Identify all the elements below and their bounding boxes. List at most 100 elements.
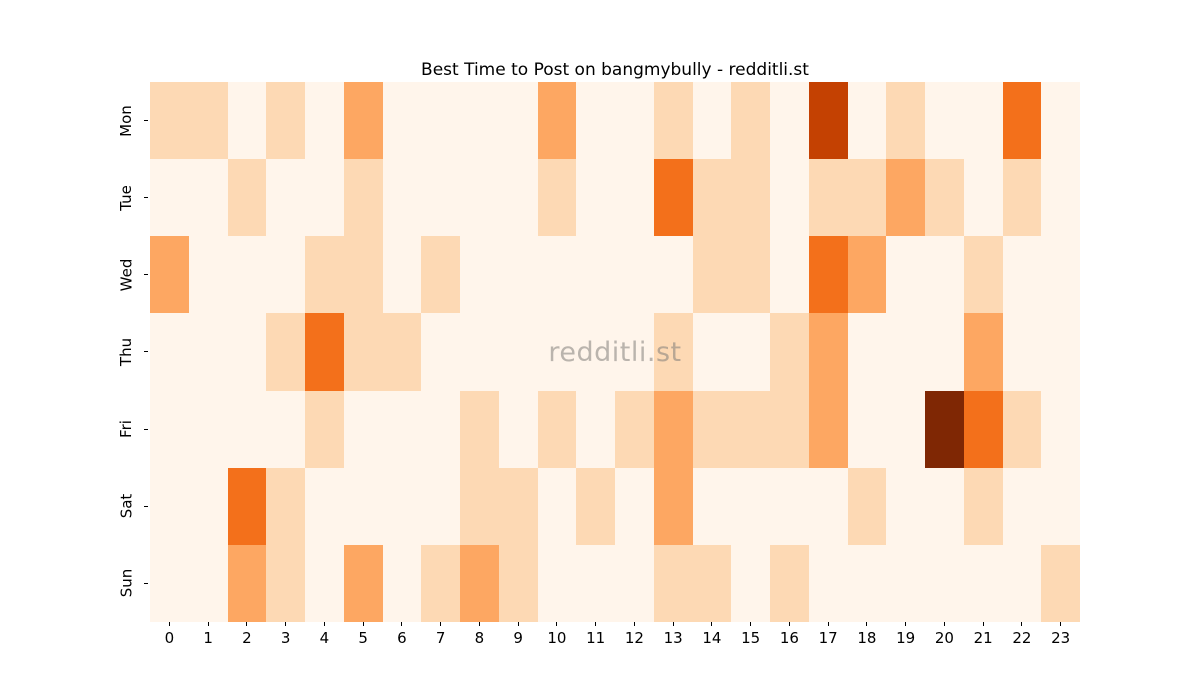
y-tick-mark [144, 428, 148, 430]
heatmap-cell [498, 159, 538, 237]
x-tick-mark [1021, 622, 1023, 626]
heatmap-cell [421, 390, 460, 468]
x-tick-label: 7 [435, 629, 446, 647]
heatmap-cell [421, 467, 460, 545]
heatmap-cell [963, 313, 1003, 391]
heatmap-cell [460, 313, 499, 391]
x-tick-label: 20 [934, 629, 954, 647]
heatmap-cell [150, 313, 189, 391]
heatmap-cell [460, 390, 499, 468]
heatmap-cell [886, 544, 925, 622]
x-tick [305, 622, 344, 627]
heatmap-cell [421, 159, 460, 237]
heatmap-cell [770, 159, 809, 237]
heatmap-cell [305, 82, 344, 160]
heatmap-cell [808, 82, 848, 160]
heatmap-cell [925, 82, 964, 160]
x-tick-mark [1060, 622, 1062, 626]
x-tick-label: 3 [280, 629, 291, 647]
x-tick [460, 622, 499, 627]
y-tick-mark [144, 505, 148, 507]
heatmap-cell [770, 467, 809, 545]
heatmap-cell [615, 544, 654, 622]
heatmap-cell [1041, 390, 1080, 468]
heatmap-cell [150, 467, 189, 545]
heatmap-cell [227, 313, 267, 391]
heatmap-cell [227, 236, 267, 314]
heatmap-cell [537, 390, 577, 468]
heatmap-cell [150, 390, 189, 468]
heatmap-cell [150, 159, 189, 237]
heatmap-cell [227, 159, 267, 237]
heatmap-cell [1041, 236, 1080, 314]
heatmap-cell [963, 467, 1003, 545]
heatmap-cell [150, 82, 189, 160]
heatmap-cell [653, 544, 693, 622]
y-tick-label: Sat [116, 493, 135, 519]
heatmap-cell [808, 390, 848, 468]
x-tick-label: 19 [896, 629, 916, 647]
heatmap-cell [925, 159, 964, 237]
y-tick [144, 236, 150, 313]
heatmap-cell [963, 159, 1003, 237]
heatmap-cell [1041, 159, 1080, 237]
heatmap-cell [886, 236, 925, 314]
heatmap-cell [382, 236, 422, 314]
heatmap-cell [731, 544, 770, 622]
x-tick [770, 622, 809, 627]
heatmap-cell [343, 82, 383, 160]
x-tick [576, 622, 615, 627]
y-tick [144, 468, 150, 545]
heatmap-cell [460, 236, 499, 314]
heatmap-cell [537, 313, 577, 391]
heatmap-cell [460, 159, 499, 237]
x-tick [925, 622, 964, 627]
heatmap-cell [925, 313, 964, 391]
heatmap-cell [382, 544, 422, 622]
heatmap-cell [886, 467, 925, 545]
heatmap-cell [460, 82, 499, 160]
x-tick-label: 8 [474, 629, 485, 647]
heatmap-cell [615, 390, 654, 468]
heatmap-cell [382, 467, 422, 545]
heatmap-cell [808, 544, 848, 622]
x-tick-label: 4 [319, 629, 330, 647]
heatmap-cell [576, 82, 615, 160]
heatmap-cell [731, 159, 770, 237]
heatmap-cell [925, 467, 964, 545]
x-tick [344, 622, 383, 627]
heatmap-cell [150, 236, 189, 314]
heatmap-cell [460, 467, 499, 545]
x-tick-mark [168, 622, 170, 626]
heatmap-cell [382, 390, 422, 468]
x-tick-label: 21 [973, 629, 993, 647]
x-tick-mark [711, 622, 713, 626]
heatmap-cell [421, 82, 460, 160]
heatmap-cell [963, 544, 1003, 622]
heatmap-cell [421, 313, 460, 391]
x-tick [538, 622, 577, 627]
heatmap-cell [653, 159, 693, 237]
heatmap-cell [498, 82, 538, 160]
heatmap-cell [886, 390, 925, 468]
heatmap-cell [382, 159, 422, 237]
x-tick [1041, 622, 1080, 627]
heatmap-cell [1002, 313, 1042, 391]
heatmap-cell [847, 82, 887, 160]
heatmap-cell [925, 390, 964, 468]
heatmap-cell [692, 544, 732, 622]
x-tick-label: 12 [624, 629, 644, 647]
heatmap-cell [343, 159, 383, 237]
heatmap-cell [188, 82, 228, 160]
heatmap-cell [266, 82, 305, 160]
x-tick-mark [517, 622, 519, 626]
heatmap-cell [266, 390, 305, 468]
x-tick-label: 1 [203, 629, 213, 647]
heatmap-cell [498, 544, 538, 622]
x-tick-mark [401, 622, 403, 626]
x-tick [964, 622, 1003, 627]
heatmap-cell [847, 467, 887, 545]
x-tick-mark [633, 622, 635, 626]
heatmap-cell [615, 82, 654, 160]
